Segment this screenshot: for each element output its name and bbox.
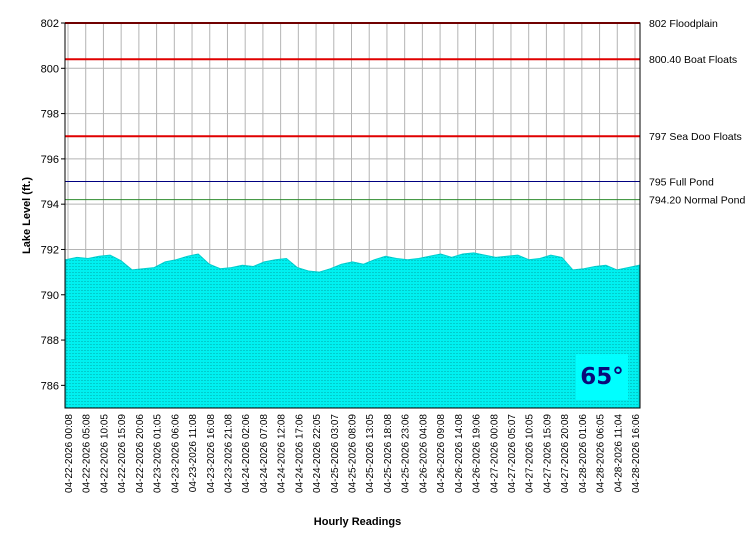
x-tick-label: 04-26-2026 14:08	[454, 414, 465, 493]
x-tick-label: 04-28-2026 06:05	[596, 414, 607, 493]
x-tick-label: 04-23-2026 16:08	[206, 414, 217, 493]
y-tick-label: 796	[41, 154, 59, 166]
x-tick-label: 04-28-2026 01:06	[578, 414, 589, 493]
y-tick-label: 790	[41, 290, 59, 302]
x-axis-ticks: 04-22-2026 00:08 04-22-2026 05:08 04-22-20…	[64, 414, 642, 493]
x-tick-label: 04-22-2026 20:06	[135, 414, 146, 493]
x-tick-label: 04-26-2026 09:08	[436, 414, 447, 493]
y-tick-label: 800	[41, 63, 59, 75]
x-tick-label: 04-22-2026 15:09	[117, 414, 128, 493]
reference-label: 800.40 Boat Floats	[649, 54, 737, 66]
x-tick-label: 04-23-2026 21:08	[223, 414, 234, 493]
x-tick-label: 04-25-2026 08:09	[348, 414, 359, 493]
reference-label: 802 Floodplain	[649, 18, 718, 30]
reference-label: 795 Full Pond	[649, 177, 714, 189]
x-tick-label: 04-25-2026 18:08	[383, 414, 394, 493]
reference-label: 794.20 Normal Pond	[649, 195, 745, 207]
lake-level-fill	[65, 252, 640, 409]
x-tick-label: 04-27-2026 10:05	[525, 414, 536, 493]
x-tick-label: 04-24-2026 02:06	[241, 414, 252, 493]
x-axis-title: Hourly Readings	[314, 516, 401, 528]
y-tick-label: 798	[41, 109, 59, 121]
x-tick-label: 04-22-2026 00:08	[64, 414, 75, 493]
x-tick-label: 04-28-2026 16:06	[631, 414, 642, 493]
x-tick-label: 04-28-2026 11:04	[613, 414, 624, 493]
plot-border	[64, 22, 641, 409]
y-axis-title: Lake Level (ft.)	[21, 177, 33, 254]
y-tick-label: 792	[41, 244, 59, 256]
y-tick-label: 794	[41, 199, 59, 211]
x-tick-label: 04-22-2026 10:05	[99, 414, 110, 493]
x-tick-label: 04-24-2026 12:08	[277, 414, 288, 493]
x-tick-label: 04-24-2026 17:06	[294, 414, 305, 493]
x-tick-label: 04-22-2026 05:08	[82, 414, 93, 493]
y-tick-label: 786	[41, 380, 59, 392]
x-tick-label: 04-23-2026 01:05	[153, 414, 164, 493]
y-axis-ticks: 786 788 790 792 794 796 798 800 802	[41, 18, 65, 392]
reference-label: 797 Sea Doo Floats	[649, 131, 742, 143]
x-tick-label: 04-24-2026 07:08	[259, 414, 270, 493]
temperature-value: 65°	[580, 364, 624, 390]
temperature-badge: 65°	[576, 354, 628, 400]
x-tick-label: 04-25-2026 03:07	[330, 414, 341, 493]
x-tick-label: 04-27-2026 15:09	[542, 414, 553, 493]
x-tick-label: 04-25-2026 13:05	[365, 414, 376, 493]
y-tick-label: 788	[41, 335, 59, 347]
x-tick-label: 04-24-2026 22:05	[312, 414, 323, 493]
x-tick-label: 04-26-2026 19:06	[472, 414, 483, 493]
x-tick-label: 04-25-2026 23:06	[401, 414, 412, 493]
x-tick-label: 04-23-2026 11:08	[188, 414, 199, 493]
x-tick-label: 04-27-2026 20:08	[560, 414, 571, 493]
x-tick-label: 04-26-2026 04:08	[418, 414, 429, 493]
x-tick-label: 04-27-2026 05:07	[507, 414, 518, 493]
lake-level-area	[65, 252, 640, 409]
x-tick-label: 04-27-2026 00:08	[489, 414, 500, 493]
x-tick-label: 04-23-2026 06:06	[170, 414, 181, 493]
y-tick-label: 802	[41, 18, 59, 30]
